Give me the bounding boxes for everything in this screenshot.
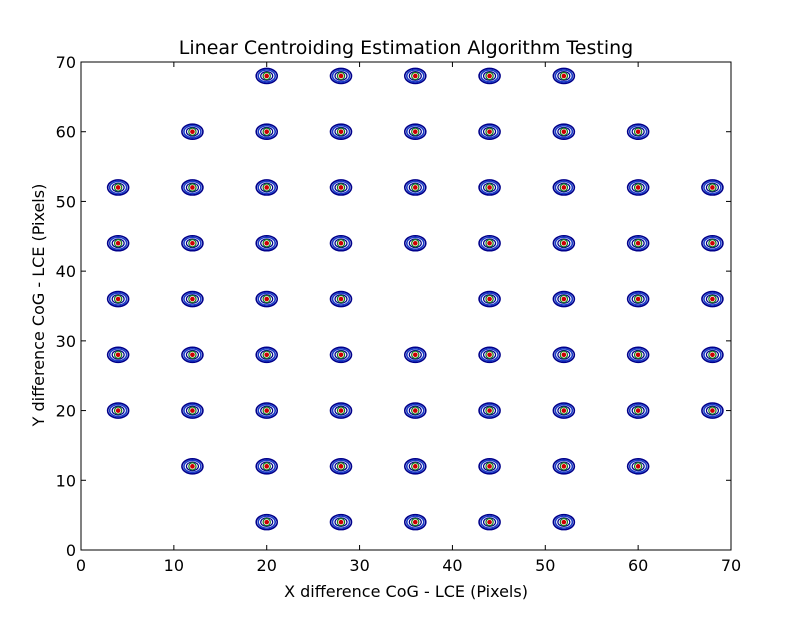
x-tick-label: 50 <box>535 556 555 575</box>
x-tick-label: 40 <box>442 556 462 575</box>
data-point <box>478 458 501 475</box>
data-point <box>255 346 279 364</box>
data-markers <box>106 67 724 531</box>
data-point <box>329 513 353 531</box>
y-tick-label: 70 <box>56 53 76 72</box>
data-point <box>552 290 576 308</box>
data-point <box>403 67 427 85</box>
data-point <box>181 123 204 141</box>
data-point <box>329 234 353 252</box>
data-point <box>403 513 427 531</box>
data-point <box>552 458 576 475</box>
data-point <box>329 123 353 141</box>
data-point <box>626 179 650 196</box>
data-point <box>552 513 576 531</box>
data-point <box>106 346 130 364</box>
y-tick-label: 40 <box>56 262 76 281</box>
data-point <box>329 402 353 419</box>
data-point <box>552 234 576 252</box>
data-point <box>403 402 427 419</box>
data-point <box>403 234 427 252</box>
data-point <box>255 123 279 141</box>
data-point <box>552 123 576 141</box>
data-point <box>255 513 279 531</box>
data-point <box>552 346 576 364</box>
data-point <box>626 290 650 308</box>
x-tick-label: 60 <box>628 556 648 575</box>
data-point <box>626 458 650 475</box>
data-point <box>478 179 501 196</box>
data-point <box>403 346 427 364</box>
data-point <box>626 346 650 364</box>
data-point <box>106 402 130 419</box>
data-point <box>626 402 650 419</box>
data-point <box>329 346 353 364</box>
data-point <box>106 290 130 308</box>
data-point <box>403 179 427 196</box>
data-point <box>329 179 353 196</box>
y-axis-label: Y difference CoG - LCE (Pixels) <box>29 184 48 428</box>
y-tick-label: 10 <box>56 471 76 490</box>
data-point <box>478 67 501 85</box>
x-tick-label: 10 <box>164 556 184 575</box>
axis-ticks: 0 10 20 30 40 50 60 70 0 10 20 30 40 50 60 70 <box>56 53 742 575</box>
data-point <box>626 123 650 141</box>
x-tick-label: 20 <box>257 556 277 575</box>
data-point <box>255 458 279 475</box>
data-point <box>701 346 724 364</box>
data-point <box>255 67 279 85</box>
data-point <box>701 234 724 252</box>
data-point <box>478 234 501 252</box>
data-point <box>181 402 204 419</box>
plot-frame <box>80 61 732 551</box>
y-tick-label: 0 <box>66 541 76 560</box>
data-point <box>106 179 130 196</box>
data-point <box>106 234 130 252</box>
data-point <box>403 123 427 141</box>
data-point <box>255 179 279 196</box>
y-tick-label: 60 <box>56 123 76 142</box>
data-point <box>255 402 279 419</box>
data-point <box>329 67 353 85</box>
data-point <box>181 179 204 196</box>
data-point <box>181 234 204 252</box>
y-tick-label: 30 <box>56 332 76 351</box>
data-point <box>329 458 353 475</box>
y-tick-label: 50 <box>56 192 76 211</box>
x-tick-label: 70 <box>721 556 741 575</box>
data-point <box>478 123 501 141</box>
x-tick-label: 0 <box>76 556 86 575</box>
data-point <box>552 179 576 196</box>
data-point <box>701 402 724 419</box>
data-point <box>255 290 279 308</box>
data-point <box>181 290 204 308</box>
chart-title: Linear Centroiding Estimation Algorithm … <box>179 37 633 59</box>
data-point <box>181 346 204 364</box>
data-point <box>701 290 724 308</box>
data-point <box>478 346 501 364</box>
data-point <box>552 402 576 419</box>
data-point <box>478 513 501 531</box>
y-tick-label: 20 <box>56 402 76 421</box>
data-point <box>329 290 353 308</box>
data-point <box>478 290 501 308</box>
x-tick-label: 30 <box>349 556 369 575</box>
data-point <box>701 179 724 196</box>
data-point <box>403 458 427 475</box>
data-point <box>552 67 576 85</box>
x-axis-label: X difference CoG - LCE (Pixels) <box>284 582 528 601</box>
data-point <box>181 458 204 475</box>
data-point <box>626 234 650 252</box>
data-point <box>255 234 279 252</box>
data-point <box>478 402 501 419</box>
